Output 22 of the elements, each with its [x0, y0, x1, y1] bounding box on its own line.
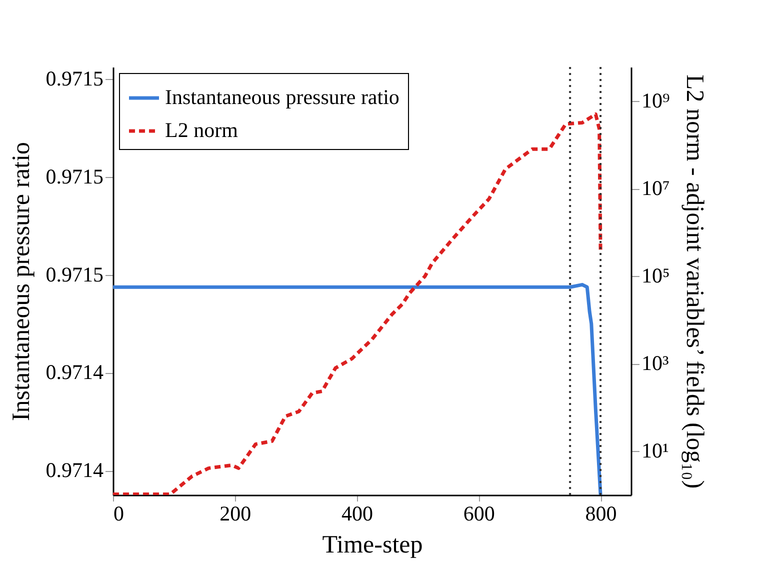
y-tick-label: 0.9715 — [46, 262, 104, 286]
legend-label: L2 norm — [165, 118, 238, 142]
line-series — [113, 282, 602, 495]
x-tick-label: 400 — [342, 502, 374, 526]
y2-tick-label: 10³ — [642, 351, 669, 376]
y2-tick-label: 10¹ — [642, 438, 669, 463]
y2-tick-label: 10⁷ — [642, 176, 670, 200]
legend-label: Instantaneous pressure ratio — [165, 85, 400, 109]
y-tick-label: 0.9715 — [46, 164, 104, 189]
x-tick-label: 800 — [585, 502, 617, 526]
line-series — [113, 112, 602, 495]
y2-tick-label: 10⁹ — [642, 88, 670, 113]
x-tick-label: 0 — [114, 502, 124, 526]
y-axis-title: Instantaneous pressure ratio — [8, 142, 35, 422]
y2-axis-title: L2 norm - adjoint variables’ fields (log₁₀) — [680, 74, 708, 489]
y-tick-label: 0.9714 — [46, 360, 104, 384]
x-tick-label: 200 — [220, 502, 252, 526]
y2-tick-label: 10⁵ — [642, 264, 670, 288]
y-tick-label: 0.9715 — [46, 66, 104, 91]
y-tick-label: 0.9714 — [46, 458, 104, 482]
x-axis-title: Time-step — [322, 532, 423, 558]
x-tick-label: 600 — [463, 502, 495, 526]
